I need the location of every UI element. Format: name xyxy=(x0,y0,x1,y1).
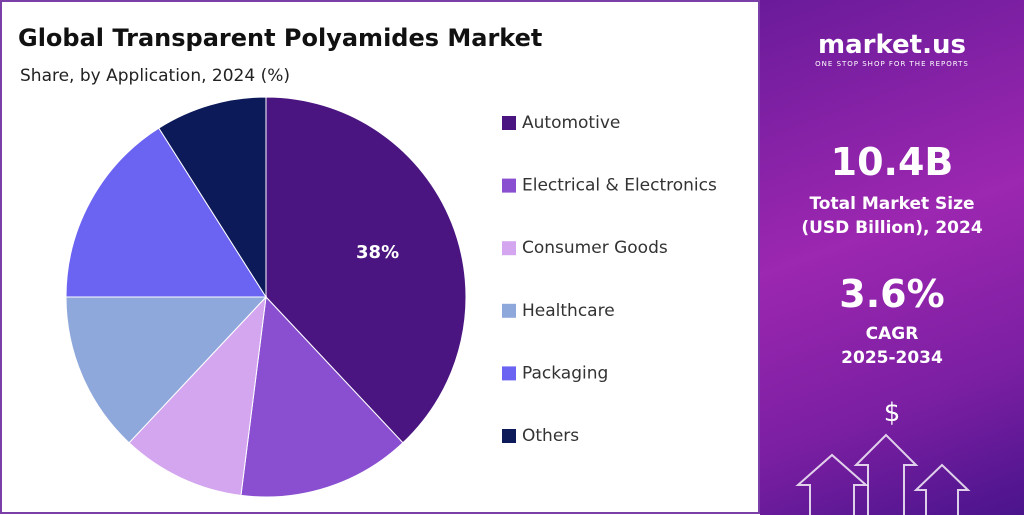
currency-icon: $ xyxy=(883,398,901,428)
chart: Global Transparent Polyamides Market Sha… xyxy=(0,0,760,514)
market-size: 10.4B xyxy=(830,140,954,184)
pie-slice xyxy=(240,295,404,498)
brand: market.us xyxy=(818,30,966,60)
cagr-period: 2025-2034 xyxy=(841,348,943,368)
arrows xyxy=(795,433,971,515)
legend-swatch xyxy=(502,429,516,443)
pie-slice xyxy=(128,295,267,496)
legend-label: Automotive xyxy=(522,113,620,133)
pie-slice xyxy=(65,296,268,444)
legend-swatch xyxy=(502,303,516,318)
legend-swatch xyxy=(502,116,516,130)
tagline: ONE STOP SHOP FOR THE REPORTS xyxy=(815,60,969,68)
pie-slice xyxy=(158,96,267,299)
cagr: 3.6% xyxy=(839,272,945,316)
frame xyxy=(0,0,760,514)
legend-label: Healthcare xyxy=(522,301,615,321)
legend-label: Electrical & Electronics xyxy=(522,176,717,196)
pie-slice xyxy=(265,96,467,444)
pie-slice xyxy=(65,127,267,298)
data-label: 38% xyxy=(356,242,399,263)
cagr-label: CAGR xyxy=(865,324,919,344)
market-size-label: Total Market Size (USD Billion), 2024 xyxy=(801,194,983,238)
legend-swatch xyxy=(502,178,516,193)
legend-label: Packaging xyxy=(522,363,608,383)
chart-subtitle: Share, by Application, 2024 (%) xyxy=(20,66,290,86)
legend-label: Others xyxy=(522,426,579,446)
legend-swatch xyxy=(502,241,516,256)
legend-swatch xyxy=(502,366,516,381)
legend-label: Consumer Goods xyxy=(522,238,668,258)
info-panel: market.us ONE STOP SHOP FOR THE REPORTS … xyxy=(760,0,1024,515)
chart-title: Global Transparent Polyamides Market xyxy=(18,24,542,52)
